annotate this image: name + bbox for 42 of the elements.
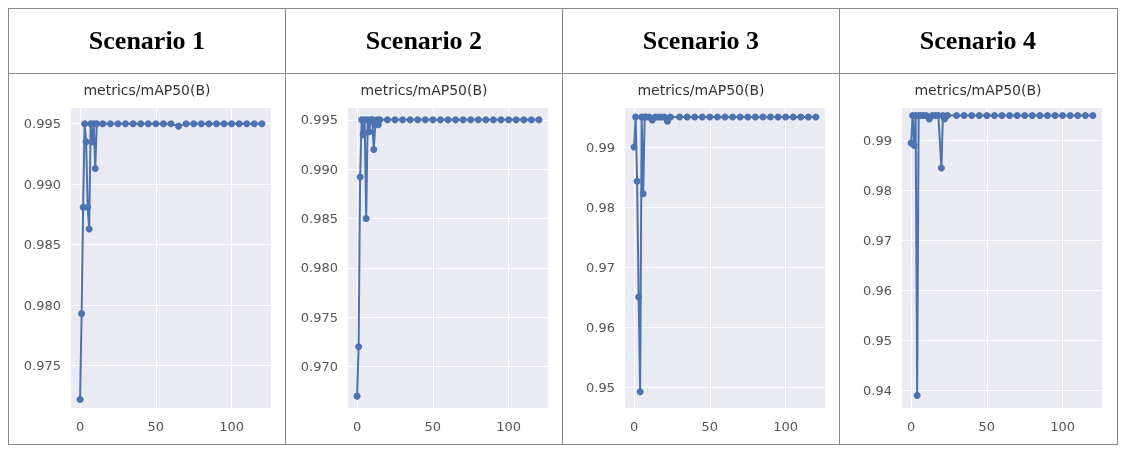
y-tick-label: 0.975 bbox=[300, 309, 338, 325]
y-tick-label: 0.99 bbox=[863, 133, 892, 148]
chart-title: Scenario 4 bbox=[840, 9, 1116, 74]
y-tick-label: 0.975 bbox=[23, 358, 61, 374]
y-tick-label: 0.980 bbox=[300, 260, 338, 276]
y-tick-label: 0.94 bbox=[863, 383, 892, 398]
y-tick-label: 0.990 bbox=[300, 161, 338, 177]
chart-subtitle: metrics/mAP50(B) bbox=[83, 82, 211, 98]
y-tick-label: 0.98 bbox=[586, 199, 615, 215]
x-tick-label: 50 bbox=[424, 419, 442, 434]
y-tick-label: 0.97 bbox=[863, 233, 892, 248]
chart-title: Scenario 2 bbox=[286, 9, 562, 74]
y-tick-label: 0.995 bbox=[23, 116, 61, 132]
y-tick-label: 0.985 bbox=[300, 211, 338, 227]
x-tick-label: 50 bbox=[978, 419, 996, 434]
x-tick-label: 50 bbox=[701, 419, 719, 434]
x-tick-label: 0 bbox=[906, 419, 916, 434]
chart-title: Scenario 3 bbox=[563, 9, 839, 74]
x-tick-label: 50 bbox=[147, 419, 165, 434]
y-tick-label: 0.980 bbox=[23, 297, 61, 313]
x-tick-label: 100 bbox=[1050, 419, 1076, 434]
y-tick-label: 0.96 bbox=[863, 283, 892, 298]
y-tick-label: 0.985 bbox=[23, 237, 61, 253]
y-tick-label: 0.96 bbox=[586, 319, 615, 335]
y-tick-label: 0.990 bbox=[23, 176, 61, 192]
y-tick-label: 0.98 bbox=[863, 183, 892, 198]
chart-subtitle: metrics/mAP50(B) bbox=[914, 82, 1042, 98]
y-tick-label: 0.95 bbox=[586, 379, 615, 395]
y-tick-label: 0.97 bbox=[586, 259, 615, 275]
chart-subtitle: metrics/mAP50(B) bbox=[360, 82, 488, 98]
x-tick-label: 100 bbox=[496, 419, 522, 434]
x-tick-label: 0 bbox=[352, 419, 362, 434]
x-tick-label: 0 bbox=[75, 419, 85, 434]
x-tick-label: 100 bbox=[773, 419, 799, 434]
y-tick-label: 0.99 bbox=[586, 139, 615, 155]
chart-subtitle: metrics/mAP50(B) bbox=[637, 82, 765, 98]
x-tick-label: 0 bbox=[629, 419, 639, 434]
x-tick-label: 100 bbox=[219, 419, 245, 434]
y-tick-label: 0.95 bbox=[863, 333, 892, 348]
chart-title: Scenario 1 bbox=[9, 9, 285, 74]
y-tick-label: 0.995 bbox=[300, 112, 338, 128]
y-tick-label: 0.970 bbox=[300, 359, 338, 375]
